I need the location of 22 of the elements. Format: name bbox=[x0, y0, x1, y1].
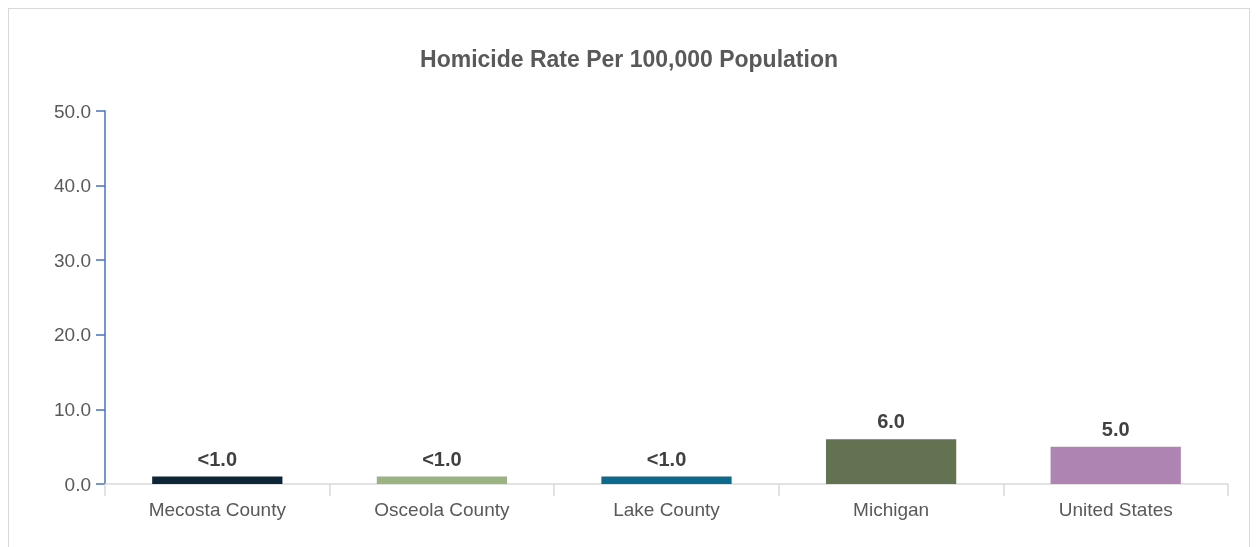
bar bbox=[825, 439, 957, 484]
data-label: 5.0 bbox=[1101, 417, 1130, 440]
x-tick-label: Michigan bbox=[853, 499, 930, 520]
bar bbox=[152, 476, 283, 484]
x-tick-label: Osceola County bbox=[374, 499, 510, 520]
data-label: <1.0 bbox=[422, 447, 462, 470]
data-label: 6.0 bbox=[877, 410, 906, 433]
data-label: <1.0 bbox=[197, 447, 238, 470]
y-tick-label: 50.0 bbox=[54, 100, 91, 122]
data-label: <1.0 bbox=[646, 447, 687, 470]
y-tick-label: 30.0 bbox=[54, 249, 91, 271]
bar bbox=[376, 476, 508, 484]
y-tick-label: 40.0 bbox=[54, 175, 91, 197]
x-tick-label: Mecosta County bbox=[148, 499, 287, 520]
y-tick-label: 10.0 bbox=[54, 398, 91, 420]
y-tick-label: 20.0 bbox=[54, 324, 91, 346]
bar bbox=[601, 476, 732, 484]
y-tick-label: 0.0 bbox=[64, 473, 91, 495]
chart-title: Homicide Rate Per 100,000 Population bbox=[420, 45, 838, 72]
bar bbox=[1050, 446, 1181, 484]
x-tick-label: Lake County bbox=[613, 499, 721, 520]
x-tick-label: United States bbox=[1058, 499, 1173, 520]
